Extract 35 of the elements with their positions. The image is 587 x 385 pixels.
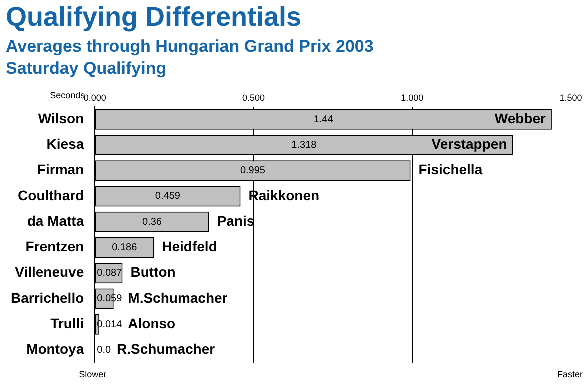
x-tick-label: 0.000 xyxy=(84,92,106,103)
data-label: 0.087 xyxy=(97,268,123,280)
annotation: Alonso xyxy=(128,315,176,332)
chart-subtitle: Averages through Hungarian Grand Prix 2003 Saturday Qualifying xyxy=(6,36,374,80)
x-tick-label: 1.000 xyxy=(401,92,424,103)
annotation: Verstappen xyxy=(432,136,508,152)
data-label: 1.318 xyxy=(292,140,318,151)
text: Faster xyxy=(557,369,583,380)
y-tick-label: Coulthard xyxy=(18,187,84,204)
data-label: 1.44 xyxy=(314,114,334,126)
text: Slower xyxy=(79,369,107,380)
data-label: 0.0 xyxy=(97,344,112,356)
y-tick-label: Wilson xyxy=(38,110,84,126)
y-tick-label: Montoya xyxy=(26,341,84,358)
y-tick-label: Firman xyxy=(37,162,84,178)
y-tick-label: Trulli xyxy=(50,315,84,332)
y-tick-label: Villeneuve xyxy=(15,264,84,280)
data-label: 0.459 xyxy=(155,191,181,202)
chart-title: Qualifying Differentials xyxy=(6,1,302,34)
annotation: M.Schumacher xyxy=(128,290,228,306)
y-tick-label: Barrichello xyxy=(10,290,84,306)
y-tick-label: Frentzen xyxy=(26,238,84,255)
annotation: Fisichella xyxy=(418,162,483,178)
annotation: R.Schumacher xyxy=(117,341,216,358)
y-tick-label: Kiesa xyxy=(46,136,84,152)
annotation: Button xyxy=(130,264,176,280)
annotation: Webber xyxy=(494,110,547,126)
data-label: 0.995 xyxy=(240,166,266,177)
y-tick-label: da Matta xyxy=(27,212,84,229)
data-label: 0.36 xyxy=(142,216,162,228)
annotation: Heidfeld xyxy=(162,238,218,255)
x-tick-label: 0.500 xyxy=(242,92,266,103)
annotation: Panis xyxy=(217,212,255,229)
x-tick-label: 1.500 xyxy=(560,92,582,103)
data-label: 0.186 xyxy=(112,242,138,254)
